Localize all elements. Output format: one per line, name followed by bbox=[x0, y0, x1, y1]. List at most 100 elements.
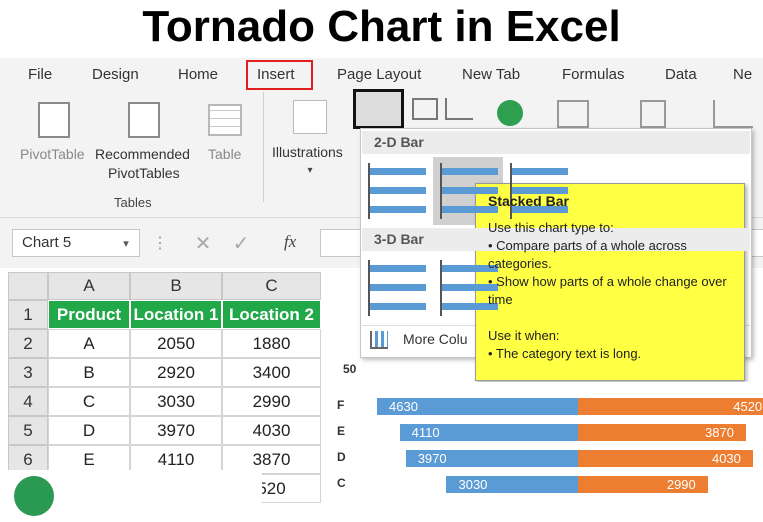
cell[interactable]: 2920 bbox=[130, 358, 222, 387]
cell[interactable]: 3970 bbox=[130, 416, 222, 445]
data-label: 4110 bbox=[411, 425, 440, 440]
row-header: 1 bbox=[8, 300, 48, 329]
tooltip-text: Stacked Bar Use this chart type to: • Comp… bbox=[488, 192, 738, 363]
chart-thumb[interactable] bbox=[510, 163, 568, 219]
bar: 4630 bbox=[377, 398, 578, 415]
column-header: C bbox=[222, 272, 321, 300]
fx-label: fx bbox=[284, 232, 297, 251]
name-box-text: Chart 5 bbox=[22, 234, 72, 251]
illustrations-icon bbox=[293, 100, 327, 134]
tooltip-line: Use it when: bbox=[488, 328, 560, 343]
row-header: 3 bbox=[8, 358, 48, 387]
chart-thumb[interactable] bbox=[440, 163, 498, 219]
chart-icon bbox=[412, 98, 438, 120]
gallery-section: 3-D Bar bbox=[362, 228, 750, 251]
group-label: Tables bbox=[114, 195, 152, 210]
map-icon bbox=[497, 100, 523, 126]
cancel: ✕ bbox=[194, 232, 212, 255]
data-label: 4630 bbox=[389, 399, 418, 414]
cell[interactable]: Location 2 bbox=[222, 300, 321, 329]
axis-label: 50 bbox=[343, 362, 357, 376]
ribbon-tab[interactable]: New Tab bbox=[462, 66, 521, 83]
corner bbox=[8, 272, 48, 300]
tooltip-line: Stacked Bar bbox=[488, 193, 569, 209]
data-label: 3870 bbox=[705, 425, 734, 440]
ribbon-tab[interactable]: Home bbox=[178, 66, 219, 83]
ribbon-tab[interactable]: Formulas bbox=[562, 66, 625, 83]
bar: 4520 bbox=[578, 398, 763, 415]
more-icon bbox=[370, 331, 388, 349]
bar: 3970 bbox=[405, 450, 578, 467]
dots: ⋮ bbox=[152, 235, 168, 252]
chart-thumb[interactable] bbox=[368, 260, 426, 316]
chart-thumb[interactable] bbox=[440, 260, 498, 316]
bar: 4030 bbox=[578, 450, 753, 467]
cell[interactable]: 3030 bbox=[130, 387, 222, 416]
row-header: 6 bbox=[8, 445, 48, 474]
title: Tornado Chart in Excel bbox=[142, 2, 621, 51]
ribbon-button-label: Table bbox=[208, 146, 242, 162]
pivottable-icon bbox=[38, 102, 70, 138]
category-label: D bbox=[337, 450, 346, 464]
name-box[interactable] bbox=[12, 229, 140, 257]
bar: 2990 bbox=[578, 476, 708, 493]
cell[interactable]: C bbox=[48, 387, 130, 416]
row-header: 4 bbox=[8, 387, 48, 416]
cell[interactable]: D bbox=[48, 416, 130, 445]
cell[interactable]: B bbox=[48, 358, 130, 387]
category-label: F bbox=[337, 398, 345, 412]
ribbon-tab[interactable]: File bbox=[28, 66, 53, 83]
dropdown-arrow: ▾ bbox=[307, 164, 313, 176]
insert-highlight bbox=[246, 60, 313, 90]
data-label: 3030 bbox=[458, 477, 488, 492]
data-label: 3970 bbox=[417, 451, 447, 466]
column-header: B bbox=[130, 272, 222, 300]
cell[interactable]: 3400 bbox=[222, 358, 321, 387]
data-label: 4030 bbox=[711, 451, 741, 466]
chart-icon bbox=[640, 100, 666, 128]
tooltip-line: • Show how parts of a whole change over … bbox=[488, 274, 727, 307]
ribbon-button-label: Recommended bbox=[95, 146, 190, 162]
enter: ✓ bbox=[232, 232, 250, 255]
cell[interactable]: 2050 bbox=[130, 329, 222, 358]
chart-icon bbox=[445, 98, 473, 120]
cell[interactable]: 1880 bbox=[222, 329, 321, 358]
data-label: 4520 bbox=[733, 399, 763, 414]
chart-icon bbox=[557, 100, 589, 128]
cell[interactable]: Location 1 bbox=[130, 300, 222, 329]
cell[interactable]: 2990 bbox=[222, 387, 321, 416]
bar: 3030 bbox=[446, 476, 578, 493]
ribbon-button-label: Illustrations bbox=[272, 144, 343, 160]
ribbon-tab[interactable]: Insert bbox=[257, 66, 295, 83]
ribbon-button-label: PivotTables bbox=[108, 165, 180, 181]
ribbon-button-label: PivotTable bbox=[20, 146, 85, 162]
recommended-icon bbox=[128, 102, 160, 138]
ribbon-tab[interactable]: Page Layout bbox=[337, 66, 422, 83]
chart-icon bbox=[713, 100, 753, 128]
cell[interactable]: Product bbox=[48, 300, 130, 329]
cell[interactable]: A bbox=[48, 329, 130, 358]
row-header: 2 bbox=[8, 329, 48, 358]
ribbon-tab[interactable]: Ne bbox=[733, 66, 753, 83]
more-link[interactable]: More Colu bbox=[403, 331, 468, 347]
separator bbox=[263, 92, 264, 202]
category-label: E bbox=[337, 424, 346, 438]
tooltip-line: • The category text is long. bbox=[488, 346, 642, 361]
tooltip-line: • Compare parts of a whole across catego… bbox=[488, 238, 687, 271]
chart-thumb[interactable] bbox=[368, 163, 426, 219]
column-header: A bbox=[48, 272, 130, 300]
tooltip-line: Use this chart type to: bbox=[488, 220, 614, 235]
data-label: 2990 bbox=[666, 477, 696, 492]
row-header: 5 bbox=[8, 416, 48, 445]
cell[interactable]: 3870 bbox=[222, 445, 321, 474]
ribbon-tab[interactable]: Design bbox=[92, 66, 139, 83]
category-label: C bbox=[337, 476, 346, 490]
ribbon-tab[interactable]: Data bbox=[665, 66, 697, 83]
watermark-logo bbox=[14, 476, 54, 516]
bar: 3870 bbox=[578, 424, 746, 441]
bar-chart-button[interactable] bbox=[353, 89, 404, 129]
gallery-section: 2-D Bar bbox=[362, 131, 750, 154]
bar: 4110 bbox=[399, 424, 578, 441]
cell[interactable]: 4030 bbox=[222, 416, 321, 445]
